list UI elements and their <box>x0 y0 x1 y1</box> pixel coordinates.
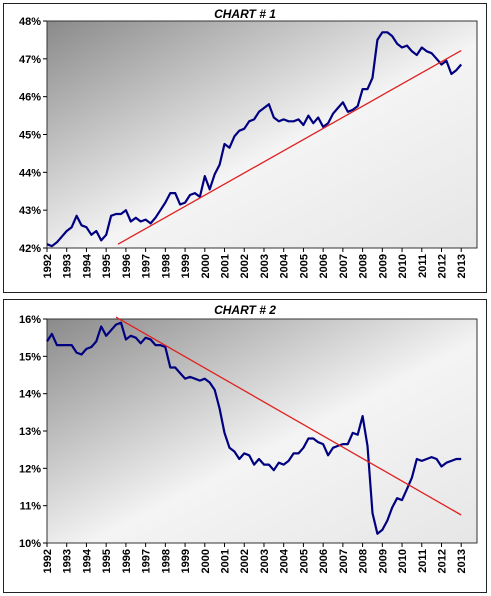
x-tick-label: 2009 <box>377 549 389 573</box>
plot-area <box>46 318 478 544</box>
y-tick-label: 14% <box>19 389 41 401</box>
x-tick-label: 2013 <box>456 549 468 573</box>
y-tick-label: 10% <box>19 538 41 550</box>
x-tick-label: 1998 <box>160 549 172 573</box>
x-tick-label: 1992 <box>42 549 54 573</box>
chart-1-title: CHART # 1 <box>214 7 276 21</box>
x-tick-label: 2010 <box>397 549 409 573</box>
x-tick-label: 2007 <box>338 549 350 573</box>
x-tick-label: 1995 <box>101 549 113 573</box>
x-tick-label: 1993 <box>62 549 74 573</box>
x-tick-label: 2002 <box>239 254 251 278</box>
trend-line <box>115 316 462 516</box>
x-tick-label: 2006 <box>318 549 330 573</box>
y-tick-label: 11% <box>20 501 42 513</box>
x-tick-label: 2005 <box>298 549 310 573</box>
x-tick-label: 2004 <box>279 548 291 573</box>
x-tick-label: 2011 <box>417 254 429 278</box>
y-tick-label: 44% <box>19 167 41 179</box>
x-tick-label: 2000 <box>200 549 212 573</box>
x-tick-label: 2001 <box>220 549 232 573</box>
x-tick-label: 1994 <box>81 253 93 278</box>
chart-1-svg: 42% 43% 44% 45% 46% 47% 48% 1992 1993 1994 1995 199… <box>19 16 478 278</box>
x-tick-label: 1999 <box>180 549 192 573</box>
x-tick-label: 1992 <box>42 254 54 278</box>
x-tick-label: 1997 <box>141 254 153 278</box>
x-tick-label: 2008 <box>358 254 370 278</box>
x-tick-label: 2010 <box>397 254 409 278</box>
trend-line <box>117 49 462 245</box>
x-tick-label: 2012 <box>436 254 448 278</box>
x-tick-label: 2007 <box>338 254 350 278</box>
y-tick-label: 47% <box>19 54 41 66</box>
x-tick-label: 2006 <box>318 254 330 278</box>
x-tick-label: 2011 <box>417 549 429 573</box>
x-tick-label: 2003 <box>259 549 271 573</box>
series-line <box>46 321 462 535</box>
chart-2-title: CHART # 2 <box>214 303 276 317</box>
x-tick-label: 2009 <box>377 254 389 278</box>
y-tick-label: 48% <box>19 16 41 28</box>
plot-area <box>46 20 478 249</box>
y-tick-label: 42% <box>19 243 41 255</box>
x-tick-label: 2004 <box>279 253 291 278</box>
x-tick-label: 2005 <box>298 254 310 278</box>
series-line <box>46 31 463 248</box>
x-tick-label: 1999 <box>180 254 192 278</box>
x-tick-label: 1997 <box>141 549 153 573</box>
y-tick-label: 45% <box>19 130 41 142</box>
y-tick-label: 43% <box>19 205 41 217</box>
x-tick-label: 1996 <box>121 549 133 573</box>
y-tick-label: 46% <box>19 92 41 104</box>
chart-2-panel: CHART # 2 10% 11% 12% 13% 14% 15% 16% 1992 1993 1… <box>3 299 487 593</box>
x-tick-label: 2013 <box>456 254 468 278</box>
x-tick-label: 2012 <box>436 549 448 573</box>
y-tick-label: 15% <box>19 351 41 363</box>
x-tick-label: 1998 <box>160 254 172 278</box>
chart-1-panel: CHART # 1 42% 43% 44% 45% 46% 47% 48% 1992 1993 1… <box>3 3 487 293</box>
x-tick-label: 2001 <box>220 254 232 278</box>
x-tick-label: 2008 <box>358 549 370 573</box>
y-tick-label: 16% <box>19 314 41 326</box>
x-tick-label: 1994 <box>81 548 93 573</box>
y-tick-label: 12% <box>19 463 41 475</box>
x-tick-label: 1993 <box>62 254 74 278</box>
x-tick-label: 2003 <box>259 254 271 278</box>
x-tick-label: 2000 <box>200 254 212 278</box>
x-tick-label: 1996 <box>121 254 133 278</box>
chart-2-svg: 10% 11% 12% 13% 14% 15% 16% 1992 1993 1994 1995 199… <box>19 314 478 573</box>
y-tick-label: 13% <box>19 426 41 438</box>
x-tick-label: 2002 <box>239 549 251 573</box>
x-tick-label: 1995 <box>101 254 113 278</box>
